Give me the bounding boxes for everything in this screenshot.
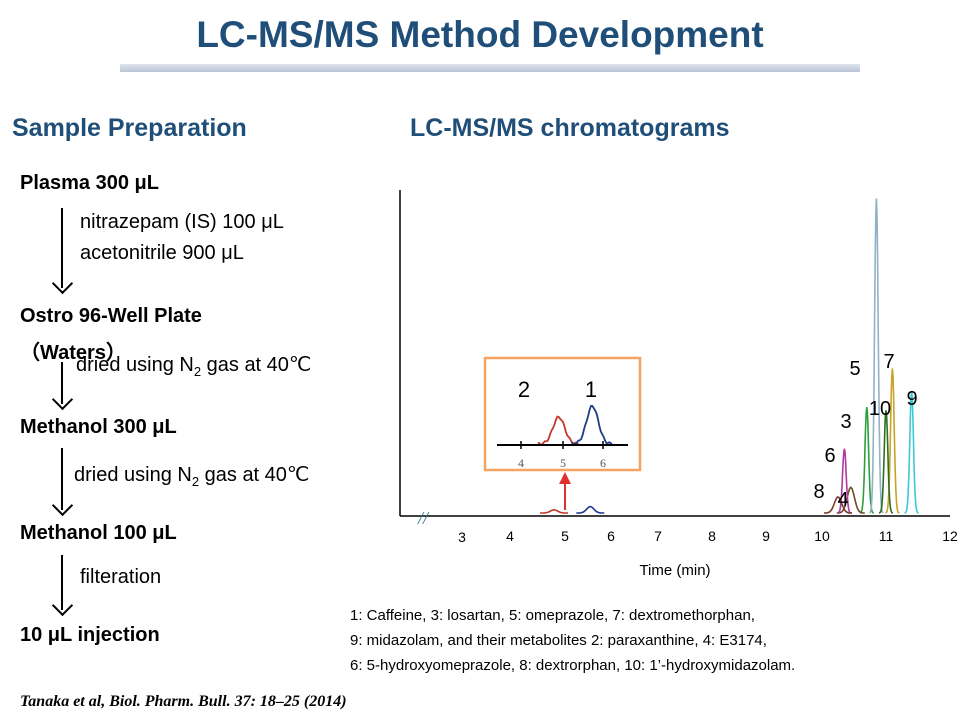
step-plasma: Plasma 300 μL: [20, 172, 159, 194]
peak-label-10: 10: [869, 398, 891, 420]
peak-label-4: 4: [837, 489, 848, 511]
note-acetonitrile: acetonitrile 900 μL: [80, 242, 244, 264]
note-dry-2-sub: 2: [191, 474, 200, 489]
x-tick-label: 11: [879, 528, 894, 544]
inset-tick-label: 5: [560, 456, 566, 470]
x-tick-label: 9: [762, 528, 770, 544]
title-underline: [120, 64, 860, 72]
inset-tick-labels: 4 5 6: [518, 441, 606, 470]
peak-9: [904, 390, 919, 514]
note-dry-2-post: gas at 40℃: [199, 464, 310, 486]
note-internal-standard: nitrazepam (IS) 100 μL: [80, 211, 284, 233]
step-ostro-vendor: （Waters）: [20, 342, 126, 364]
inset-peak-label-2: 2: [518, 377, 530, 402]
note-dry-1-post: gas at 40℃: [201, 354, 312, 376]
sample-prep-heading: Sample Preparation: [12, 114, 247, 142]
peak-label-5: 5: [849, 358, 860, 380]
citation: Tanaka et al, Biol. Pharm. Bull. 37: 18–…: [20, 693, 347, 710]
note-dry-1: dried using N2 gas at 40℃: [76, 352, 311, 379]
step-ostro-plate: Ostro 96-Well Plate: [20, 305, 202, 327]
peak-label-6: 6: [824, 445, 835, 467]
peak-2: [540, 508, 568, 514]
compound-legend: 1: Caffeine, 3: losartan, 5: omeprazole,…: [350, 603, 795, 678]
x-tick-label: 8: [708, 528, 716, 544]
note-dry-2-pre: dried using N: [74, 464, 192, 486]
legend-line-2: 9: midazolam, and their metabolites 2: p…: [350, 632, 767, 649]
peak-4: [836, 486, 865, 514]
x-axis-label: Time (min): [639, 562, 710, 579]
inset-peaks: [537, 404, 613, 446]
x-tick-label: 4: [506, 528, 514, 544]
axis-break-mark: //: [417, 508, 430, 528]
peak-6: [837, 448, 852, 514]
x-tick-label: 3: [458, 529, 466, 545]
peak-1: [576, 505, 605, 514]
peak-7: [885, 368, 900, 514]
note-dry-2: dried using N2 gas at 40℃: [74, 462, 309, 489]
x-tick-label: 7: [654, 528, 662, 544]
note-dry-1-sub: 2: [193, 364, 202, 379]
peak-5: [868, 198, 884, 514]
inset-pointer-head: [559, 472, 571, 484]
inset-peak-1: [571, 404, 613, 446]
peak-label-3: 3: [840, 411, 851, 433]
peak-label-9: 9: [906, 388, 917, 410]
x-tick-label: 10: [814, 528, 830, 544]
step-injection: 10 μL injection: [20, 624, 160, 646]
flow-arrow-2: [61, 362, 63, 404]
inset-peak-label-1: 1: [585, 377, 597, 402]
slide-title: LC-MS/MS Method Development: [196, 14, 764, 55]
x-tick-label: 6: [607, 528, 615, 544]
peak-label-7: 7: [883, 351, 894, 373]
flow-arrow-1: [61, 208, 63, 288]
note-dry-1-pre: dried using N: [76, 354, 194, 376]
chromatogram-peaks: [540, 198, 919, 514]
legend-line-3: 6: 5-hydroxyomeprazole, 8: dextrorphan, …: [350, 657, 796, 674]
legend-line-1: 1: Caffeine, 3: losartan, 5: omeprazole,…: [350, 607, 755, 624]
peak-8: [824, 495, 852, 514]
peak-labels: 3 4 5 6 7 8 9 10: [813, 351, 917, 511]
inset-peak-2: [537, 415, 580, 446]
step-methanol-300: Methanol 300 μL: [20, 416, 177, 438]
x-tick-labels: 3 4 5 6 7 8 9 10 11 12: [458, 528, 958, 545]
x-tick-label: 12: [942, 528, 958, 544]
x-tick-label: 5: [561, 528, 569, 544]
peak-label-8: 8: [813, 481, 824, 503]
inset-tick-label: 6: [600, 456, 606, 470]
chart-heading: LC-MS/MS chromatograms: [410, 114, 730, 142]
step-methanol-100: Methanol 100 μL: [20, 522, 177, 544]
inset-frame: [483, 356, 642, 472]
flow-arrow-4: [61, 555, 63, 610]
inset-tick-label: 4: [518, 456, 524, 470]
peak-10: [878, 410, 894, 514]
flow-arrow-3: [61, 448, 63, 510]
note-filtration: filteration: [80, 566, 162, 588]
